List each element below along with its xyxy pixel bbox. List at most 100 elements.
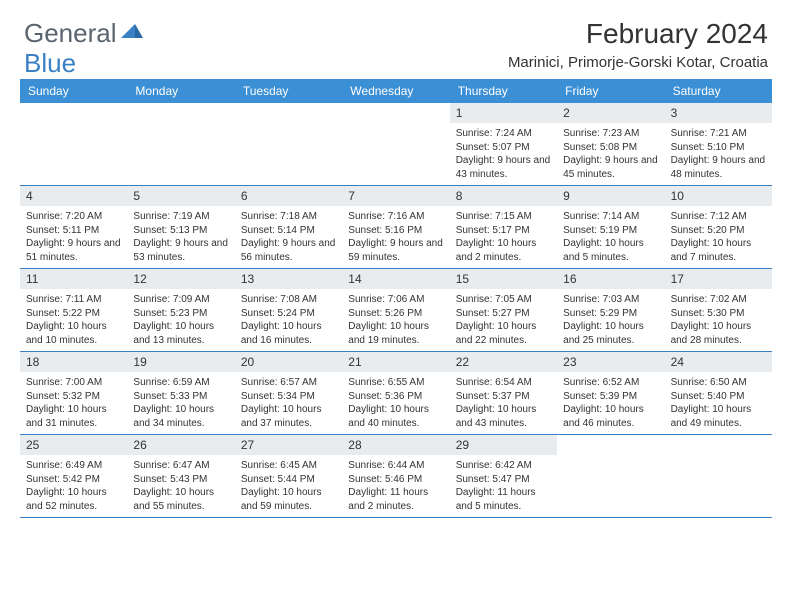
day-number: 4 bbox=[20, 186, 127, 206]
title-block: February 2024 Marinici, Primorje-Gorski … bbox=[508, 18, 768, 71]
week-row: 25Sunrise: 6:49 AMSunset: 5:42 PMDayligh… bbox=[20, 435, 772, 518]
day-header: Saturday bbox=[665, 79, 772, 103]
sunrise-text: Sunrise: 6:42 AM bbox=[456, 459, 551, 473]
sunrise-text: Sunrise: 6:57 AM bbox=[241, 376, 336, 390]
sunset-text: Sunset: 5:22 PM bbox=[26, 307, 121, 321]
day-details: Sunrise: 7:18 AMSunset: 5:14 PMDaylight:… bbox=[235, 206, 342, 268]
day-number: 29 bbox=[450, 435, 557, 455]
sunset-text: Sunset: 5:32 PM bbox=[26, 390, 121, 404]
daylight-text: Daylight: 10 hours and 28 minutes. bbox=[671, 320, 766, 347]
daylight-text: Daylight: 10 hours and 52 minutes. bbox=[26, 486, 121, 513]
daylight-text: Daylight: 10 hours and 16 minutes. bbox=[241, 320, 336, 347]
sunrise-text: Sunrise: 6:47 AM bbox=[133, 459, 228, 473]
sunrise-text: Sunrise: 7:19 AM bbox=[133, 210, 228, 224]
day-cell: 6Sunrise: 7:18 AMSunset: 5:14 PMDaylight… bbox=[235, 186, 342, 268]
day-number: 15 bbox=[450, 269, 557, 289]
day-details: Sunrise: 6:44 AMSunset: 5:46 PMDaylight:… bbox=[342, 455, 449, 517]
day-header: Tuesday bbox=[235, 79, 342, 103]
day-cell: 19Sunrise: 6:59 AMSunset: 5:33 PMDayligh… bbox=[127, 352, 234, 434]
sunset-text: Sunset: 5:33 PM bbox=[133, 390, 228, 404]
day-details: Sunrise: 6:57 AMSunset: 5:34 PMDaylight:… bbox=[235, 372, 342, 434]
day-number: 18 bbox=[20, 352, 127, 372]
sunrise-text: Sunrise: 7:09 AM bbox=[133, 293, 228, 307]
day-details: Sunrise: 7:06 AMSunset: 5:26 PMDaylight:… bbox=[342, 289, 449, 351]
day-header: Thursday bbox=[450, 79, 557, 103]
day-details: Sunrise: 6:42 AMSunset: 5:47 PMDaylight:… bbox=[450, 455, 557, 517]
day-details: Sunrise: 6:55 AMSunset: 5:36 PMDaylight:… bbox=[342, 372, 449, 434]
sunset-text: Sunset: 5:24 PM bbox=[241, 307, 336, 321]
sunset-text: Sunset: 5:36 PM bbox=[348, 390, 443, 404]
sunset-text: Sunset: 5:16 PM bbox=[348, 224, 443, 238]
day-number: 1 bbox=[450, 103, 557, 123]
day-number: 5 bbox=[127, 186, 234, 206]
sunrise-text: Sunrise: 7:12 AM bbox=[671, 210, 766, 224]
sunset-text: Sunset: 5:42 PM bbox=[26, 473, 121, 487]
day-details: Sunrise: 6:49 AMSunset: 5:42 PMDaylight:… bbox=[20, 455, 127, 517]
sunset-text: Sunset: 5:20 PM bbox=[671, 224, 766, 238]
day-number: 28 bbox=[342, 435, 449, 455]
daylight-text: Daylight: 9 hours and 51 minutes. bbox=[26, 237, 121, 264]
sunrise-text: Sunrise: 6:49 AM bbox=[26, 459, 121, 473]
sunrise-text: Sunrise: 7:05 AM bbox=[456, 293, 551, 307]
daylight-text: Daylight: 10 hours and 40 minutes. bbox=[348, 403, 443, 430]
daylight-text: Daylight: 10 hours and 34 minutes. bbox=[133, 403, 228, 430]
daylight-text: Daylight: 10 hours and 2 minutes. bbox=[456, 237, 551, 264]
day-number: 9 bbox=[557, 186, 664, 206]
day-details: Sunrise: 7:02 AMSunset: 5:30 PMDaylight:… bbox=[665, 289, 772, 351]
day-details: Sunrise: 7:00 AMSunset: 5:32 PMDaylight:… bbox=[20, 372, 127, 434]
day-cell: 9Sunrise: 7:14 AMSunset: 5:19 PMDaylight… bbox=[557, 186, 664, 268]
logo-text-2: Blue bbox=[24, 48, 76, 79]
day-number: 17 bbox=[665, 269, 772, 289]
week-row: 18Sunrise: 7:00 AMSunset: 5:32 PMDayligh… bbox=[20, 352, 772, 435]
day-number: 20 bbox=[235, 352, 342, 372]
day-cell: 10Sunrise: 7:12 AMSunset: 5:20 PMDayligh… bbox=[665, 186, 772, 268]
logo-text-1: General bbox=[24, 18, 117, 49]
daylight-text: Daylight: 11 hours and 5 minutes. bbox=[456, 486, 551, 513]
day-number: 13 bbox=[235, 269, 342, 289]
daylight-text: Daylight: 11 hours and 2 minutes. bbox=[348, 486, 443, 513]
day-number: 25 bbox=[20, 435, 127, 455]
week-row: 4Sunrise: 7:20 AMSunset: 5:11 PMDaylight… bbox=[20, 186, 772, 269]
daylight-text: Daylight: 10 hours and 31 minutes. bbox=[26, 403, 121, 430]
sunset-text: Sunset: 5:47 PM bbox=[456, 473, 551, 487]
sunrise-text: Sunrise: 6:45 AM bbox=[241, 459, 336, 473]
day-number: 8 bbox=[450, 186, 557, 206]
sunrise-text: Sunrise: 7:16 AM bbox=[348, 210, 443, 224]
daylight-text: Daylight: 10 hours and 7 minutes. bbox=[671, 237, 766, 264]
day-details: Sunrise: 6:59 AMSunset: 5:33 PMDaylight:… bbox=[127, 372, 234, 434]
empty-cell bbox=[665, 435, 772, 517]
sunset-text: Sunset: 5:40 PM bbox=[671, 390, 766, 404]
day-cell: 23Sunrise: 6:52 AMSunset: 5:39 PMDayligh… bbox=[557, 352, 664, 434]
day-number: 6 bbox=[235, 186, 342, 206]
logo-triangle-icon bbox=[121, 18, 143, 49]
day-header: Friday bbox=[557, 79, 664, 103]
daylight-text: Daylight: 9 hours and 48 minutes. bbox=[671, 154, 766, 181]
sunrise-text: Sunrise: 6:50 AM bbox=[671, 376, 766, 390]
day-cell: 2Sunrise: 7:23 AMSunset: 5:08 PMDaylight… bbox=[557, 103, 664, 185]
day-cell: 5Sunrise: 7:19 AMSunset: 5:13 PMDaylight… bbox=[127, 186, 234, 268]
sunrise-text: Sunrise: 7:23 AM bbox=[563, 127, 658, 141]
week-row: 1Sunrise: 7:24 AMSunset: 5:07 PMDaylight… bbox=[20, 103, 772, 186]
day-cell: 25Sunrise: 6:49 AMSunset: 5:42 PMDayligh… bbox=[20, 435, 127, 517]
sunset-text: Sunset: 5:10 PM bbox=[671, 141, 766, 155]
day-header: Wednesday bbox=[342, 79, 449, 103]
day-details: Sunrise: 6:50 AMSunset: 5:40 PMDaylight:… bbox=[665, 372, 772, 434]
day-cell: 11Sunrise: 7:11 AMSunset: 5:22 PMDayligh… bbox=[20, 269, 127, 351]
day-details: Sunrise: 7:23 AMSunset: 5:08 PMDaylight:… bbox=[557, 123, 664, 185]
sunset-text: Sunset: 5:13 PM bbox=[133, 224, 228, 238]
sunrise-text: Sunrise: 7:21 AM bbox=[671, 127, 766, 141]
day-number: 23 bbox=[557, 352, 664, 372]
sunrise-text: Sunrise: 7:11 AM bbox=[26, 293, 121, 307]
daylight-text: Daylight: 10 hours and 43 minutes. bbox=[456, 403, 551, 430]
day-cell: 22Sunrise: 6:54 AMSunset: 5:37 PMDayligh… bbox=[450, 352, 557, 434]
day-number: 27 bbox=[235, 435, 342, 455]
day-details: Sunrise: 7:05 AMSunset: 5:27 PMDaylight:… bbox=[450, 289, 557, 351]
day-details: Sunrise: 7:12 AMSunset: 5:20 PMDaylight:… bbox=[665, 206, 772, 268]
sunset-text: Sunset: 5:30 PM bbox=[671, 307, 766, 321]
sunset-text: Sunset: 5:07 PM bbox=[456, 141, 551, 155]
sunrise-text: Sunrise: 7:06 AM bbox=[348, 293, 443, 307]
daylight-text: Daylight: 9 hours and 43 minutes. bbox=[456, 154, 551, 181]
day-cell: 24Sunrise: 6:50 AMSunset: 5:40 PMDayligh… bbox=[665, 352, 772, 434]
day-details: Sunrise: 7:16 AMSunset: 5:16 PMDaylight:… bbox=[342, 206, 449, 268]
day-headers-row: SundayMondayTuesdayWednesdayThursdayFrid… bbox=[20, 79, 772, 103]
